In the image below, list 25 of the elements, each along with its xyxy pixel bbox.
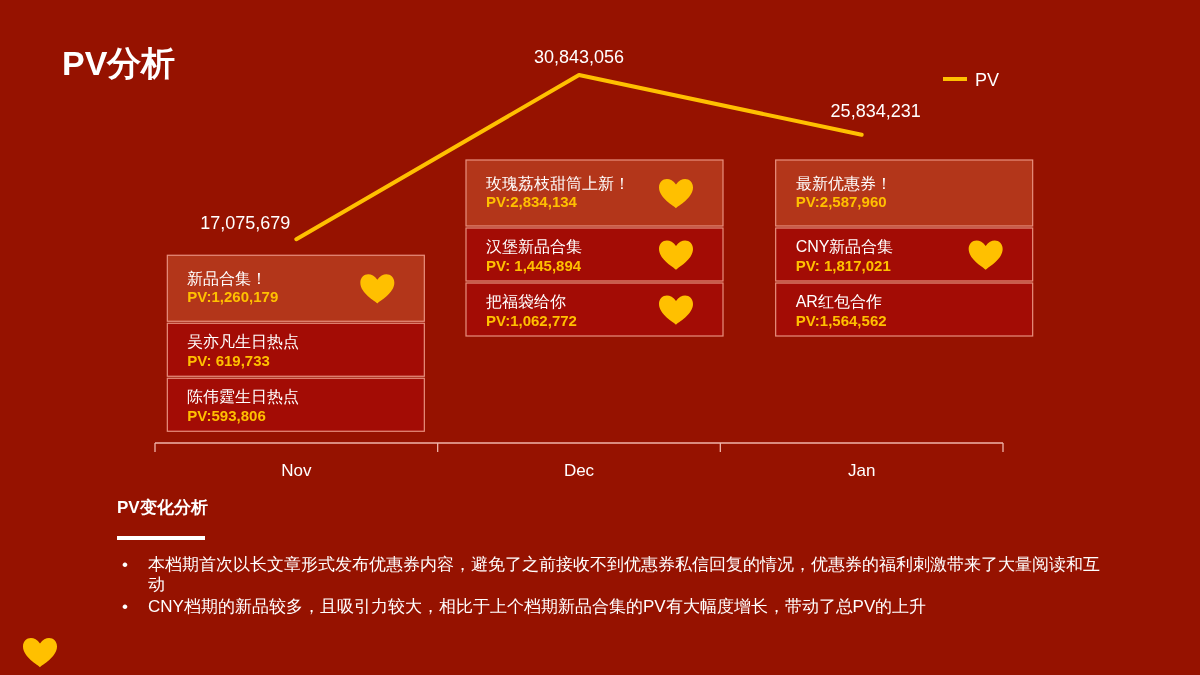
note-box: 把福袋给你 PV:1,062,772	[465, 282, 724, 337]
data-label: 25,834,231	[830, 100, 921, 121]
data-label: 30,843,056	[533, 47, 625, 67]
note-box: 汉堡新品合集 PV: 1,445,894	[465, 227, 724, 282]
note-box: AR红包合作 PV:1,564,562	[775, 282, 1034, 337]
text: • CNY档期的新品较多，且吸引力较大，相比于上个档期新品合集的PV有大幅度增长，带动了总PV的上升	[122, 597, 927, 617]
note-box: 最新优惠券！ PV:2,587,960	[775, 159, 1034, 227]
data-label: 17,075,679	[200, 213, 291, 234]
x-tick-label: Nov	[281, 461, 312, 480]
note-box: 新品合集！ PV:1,260,179	[166, 254, 425, 322]
x-tick-label: Jan	[847, 461, 876, 480]
text: • 本档期首次以长文章形式发布优惠券内容，避免了之前接收不到优惠券私信回复的情况，优惠券的福利刺激带来了大量阅读和互动	[122, 555, 1100, 594]
note-box: 陈伟霆生日热点 PV:593,806	[166, 377, 425, 432]
annotation: 玫瑰荔枝甜筒上新！ PV:2,834,134	[486, 175, 630, 210]
chart-title: PV分析	[62, 44, 176, 82]
legend: PV	[943, 70, 999, 90]
annotation: 汉堡新品合集 PV: 1,445,894	[486, 238, 582, 274]
note-box: CNY新品合集 PV: 1,817,021	[775, 227, 1034, 282]
note-box: 吴亦凡生日热点 PV: 619,733	[166, 322, 425, 377]
text: PV变化分析	[117, 497, 208, 519]
annotation: 最新优惠券！ PV:2,587,960	[795, 175, 892, 210]
annotation: CNY新品合集 PV: 1,817,021	[795, 238, 894, 274]
note-box: 玫瑰荔枝甜筒上新！ PV:2,834,134	[465, 159, 724, 227]
x-tick-label: Dec	[563, 461, 595, 480]
legend-label: PV	[975, 70, 1000, 90]
